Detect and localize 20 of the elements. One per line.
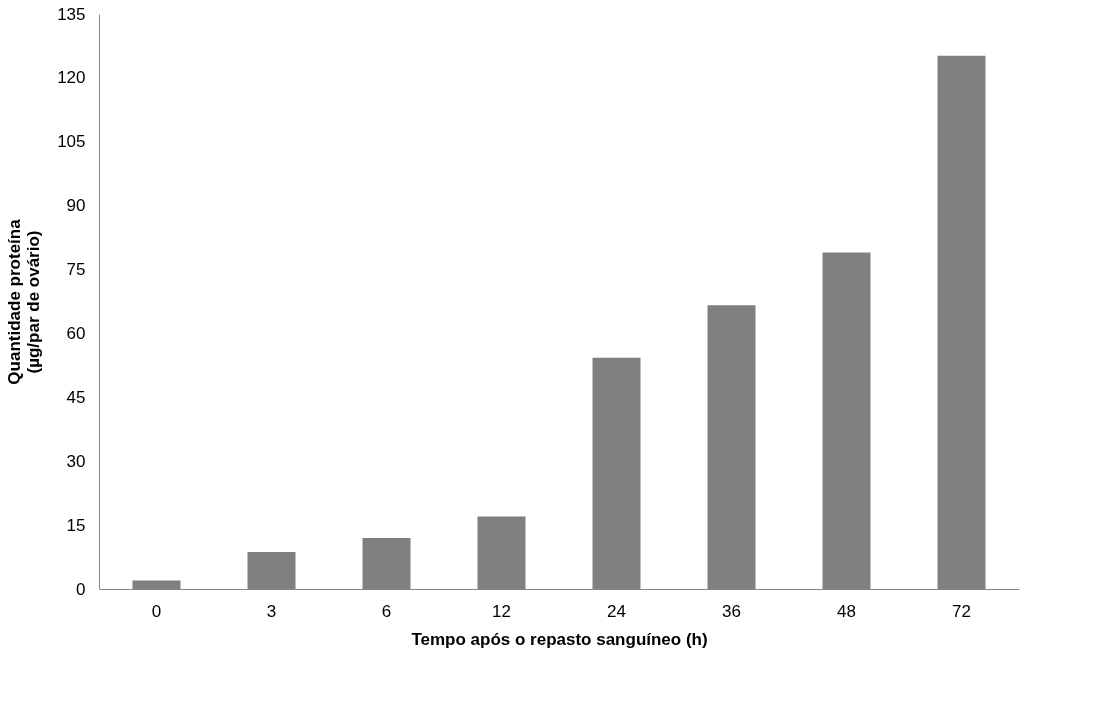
y-tick-label: 135: [57, 4, 86, 24]
y-tick-label: 105: [57, 132, 86, 152]
x-tick-label: 72: [952, 601, 971, 621]
x-tick-label: 3: [266, 601, 277, 621]
x-tick-label: 6: [381, 601, 392, 621]
y-tick-label: 0: [76, 579, 86, 599]
x-tick-label: 12: [492, 601, 511, 621]
y-tick-label: 75: [66, 260, 86, 280]
x-tick-label: 24: [607, 601, 626, 621]
x-tick-label: 36: [722, 601, 741, 621]
x-axis-title: Tempo após o repasto sanguíneo (h): [411, 629, 708, 649]
y-axis-title: Quantidade proteína (µg/par de ovário): [5, 218, 44, 385]
y-tick-label: 60: [66, 323, 86, 343]
x-tick-label: 0: [151, 601, 162, 621]
y-tick-label: 45: [66, 387, 86, 407]
x-tick-label: 48: [837, 601, 856, 621]
y-tick-label: 15: [66, 515, 86, 535]
y-tick-label: 30: [66, 451, 86, 471]
y-tick-label: 120: [57, 68, 86, 88]
y-tick-label: 90: [66, 196, 86, 216]
